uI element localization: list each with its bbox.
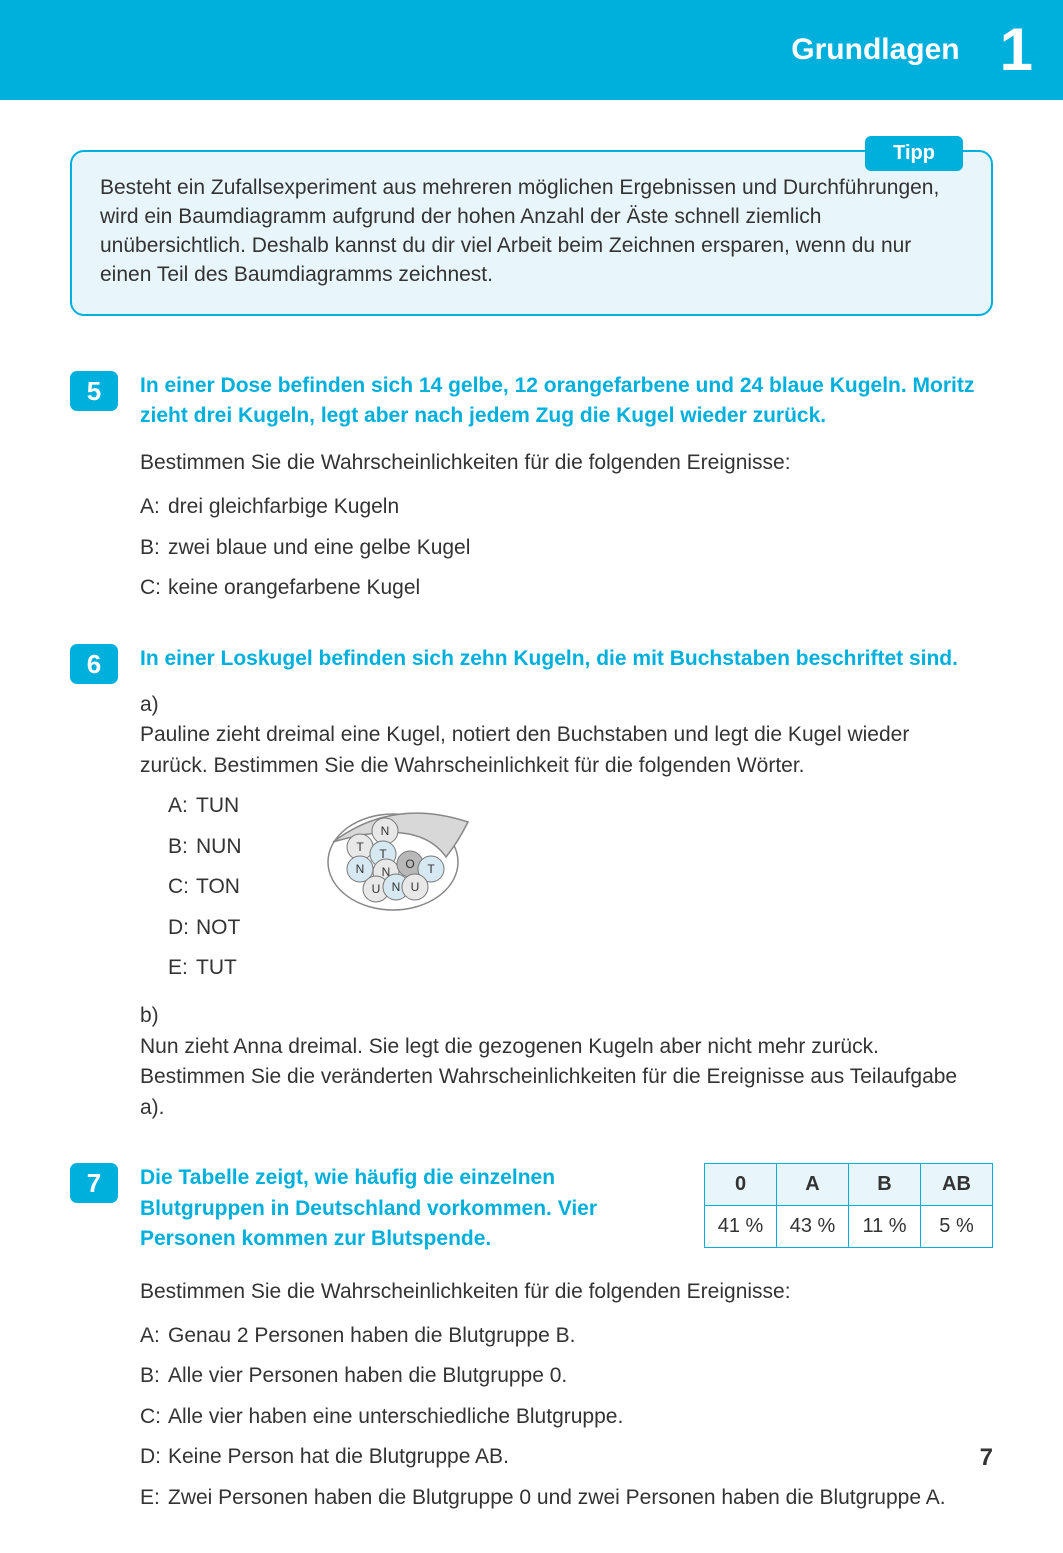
subtask-a: a) Pauline zieht dreimal eine Kugel, not… — [140, 690, 993, 781]
option-c: C:Alle vier haben eine unterschiedliche … — [140, 1402, 993, 1432]
option-a: A:drei gleichfarbige Kugeln — [140, 492, 993, 522]
subtask-b: b) Nun zieht Anna dreimal. Sie legt die … — [140, 1001, 993, 1123]
exercise-prompt: Bestimmen Sie die Wahrscheinlichkeiten f… — [140, 1277, 993, 1307]
exercise-title: In einer Dose befinden sich 14 gelbe, 12… — [140, 371, 993, 432]
tip-label: Tipp — [865, 136, 963, 171]
tip-box: Tipp Besteht ein Zufallsexperiment aus m… — [70, 150, 993, 316]
option-a: A:Genau 2 Personen haben die Blutgruppe … — [140, 1321, 993, 1351]
exercise-number: 5 — [70, 371, 118, 411]
page-number: 7 — [980, 1444, 993, 1472]
option-e: E:Zwei Personen haben die Blutgruppe 0 u… — [140, 1483, 993, 1513]
svg-text:N: N — [356, 862, 365, 876]
svg-text:N: N — [381, 824, 390, 838]
exercise-6: 6 In einer Loskugel befinden sich zehn K… — [70, 644, 993, 1134]
tip-text: Besteht ein Zufallsexperiment aus mehrer… — [70, 150, 993, 316]
exercise-5: 5 In einer Dose befinden sich 14 gelbe, … — [70, 371, 993, 614]
exercise-title: In einer Loskugel befinden sich zehn Kug… — [140, 644, 993, 674]
blood-group-table: 0ABAB 41 %43 %11 %5 % — [704, 1163, 993, 1248]
svg-text:O: O — [405, 857, 414, 871]
exercise-number: 6 — [70, 644, 118, 684]
exercise-number: 7 — [70, 1163, 118, 1203]
svg-text:T: T — [427, 862, 435, 876]
exercise-title: Die Tabelle zeigt, wie häufig die einzel… — [140, 1163, 664, 1254]
option-d: D:Keine Person hat die Blutgruppe AB. — [140, 1442, 993, 1472]
header-title: Grundlagen — [791, 33, 959, 67]
svg-text:U: U — [372, 882, 381, 896]
option-b: B:zwei blaue und eine gelbe Kugel — [140, 533, 993, 563]
word-options: A:TUN B:NUN C:TON D:NOT E:TUT — [168, 791, 288, 993]
option-b: B:Alle vier Personen haben die Blutgrupp… — [140, 1361, 993, 1391]
lottery-ball-icon: NTTNNOTUNU — [308, 787, 508, 917]
exercise-prompt: Bestimmen Sie die Wahrscheinlichkeiten f… — [140, 448, 993, 478]
option-c: C:keine orangefarbene Kugel — [140, 573, 993, 603]
svg-text:N: N — [392, 880, 401, 894]
svg-text:T: T — [356, 840, 364, 854]
chapter-number: 1 — [1000, 20, 1033, 80]
svg-text:U: U — [411, 880, 420, 894]
page-header: Grundlagen 1 — [0, 0, 1063, 100]
exercise-7: 7 Die Tabelle zeigt, wie häufig die einz… — [70, 1163, 993, 1523]
